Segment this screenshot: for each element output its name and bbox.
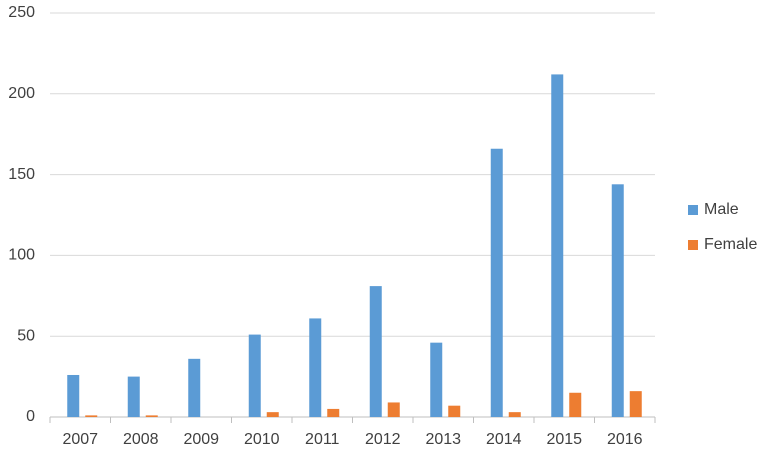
bar bbox=[369, 286, 382, 417]
bar bbox=[127, 376, 140, 417]
x-tick-label: 2015 bbox=[546, 431, 582, 448]
x-tick-label: 2016 bbox=[607, 431, 643, 448]
bar bbox=[629, 391, 642, 417]
x-tick-label: 2013 bbox=[425, 431, 461, 448]
bar bbox=[248, 334, 261, 417]
legend-label: Female bbox=[704, 236, 757, 253]
bar bbox=[85, 415, 98, 417]
x-tick-label: 2008 bbox=[123, 431, 159, 448]
y-tick-label: 150 bbox=[8, 166, 35, 183]
y-tick-label: 250 bbox=[8, 4, 35, 21]
bar bbox=[266, 412, 279, 417]
legend-swatch bbox=[688, 240, 698, 250]
x-tick-label: 2010 bbox=[244, 431, 280, 448]
y-tick-label: 50 bbox=[17, 327, 35, 344]
bar bbox=[551, 74, 564, 418]
bar bbox=[430, 342, 443, 417]
y-tick-label: 200 bbox=[8, 85, 35, 102]
bar bbox=[67, 374, 80, 417]
legend-label: Male bbox=[704, 201, 739, 218]
bar bbox=[145, 415, 158, 417]
y-tick-label: 0 bbox=[26, 408, 35, 425]
legend-swatch bbox=[688, 205, 698, 215]
bar bbox=[327, 408, 340, 417]
bar bbox=[490, 148, 503, 417]
x-tick-label: 2014 bbox=[486, 431, 522, 448]
bar bbox=[309, 318, 322, 417]
x-tick-label: 2009 bbox=[183, 431, 219, 448]
x-tick-label: 2012 bbox=[365, 431, 401, 448]
bar bbox=[448, 405, 461, 417]
bar bbox=[188, 358, 201, 417]
y-tick-label: 100 bbox=[8, 247, 35, 264]
bar bbox=[508, 412, 521, 417]
bar bbox=[611, 184, 624, 417]
x-tick-label: 2007 bbox=[62, 431, 98, 448]
bar bbox=[569, 392, 582, 417]
bar bbox=[387, 402, 400, 417]
x-tick-label: 2011 bbox=[305, 431, 340, 448]
